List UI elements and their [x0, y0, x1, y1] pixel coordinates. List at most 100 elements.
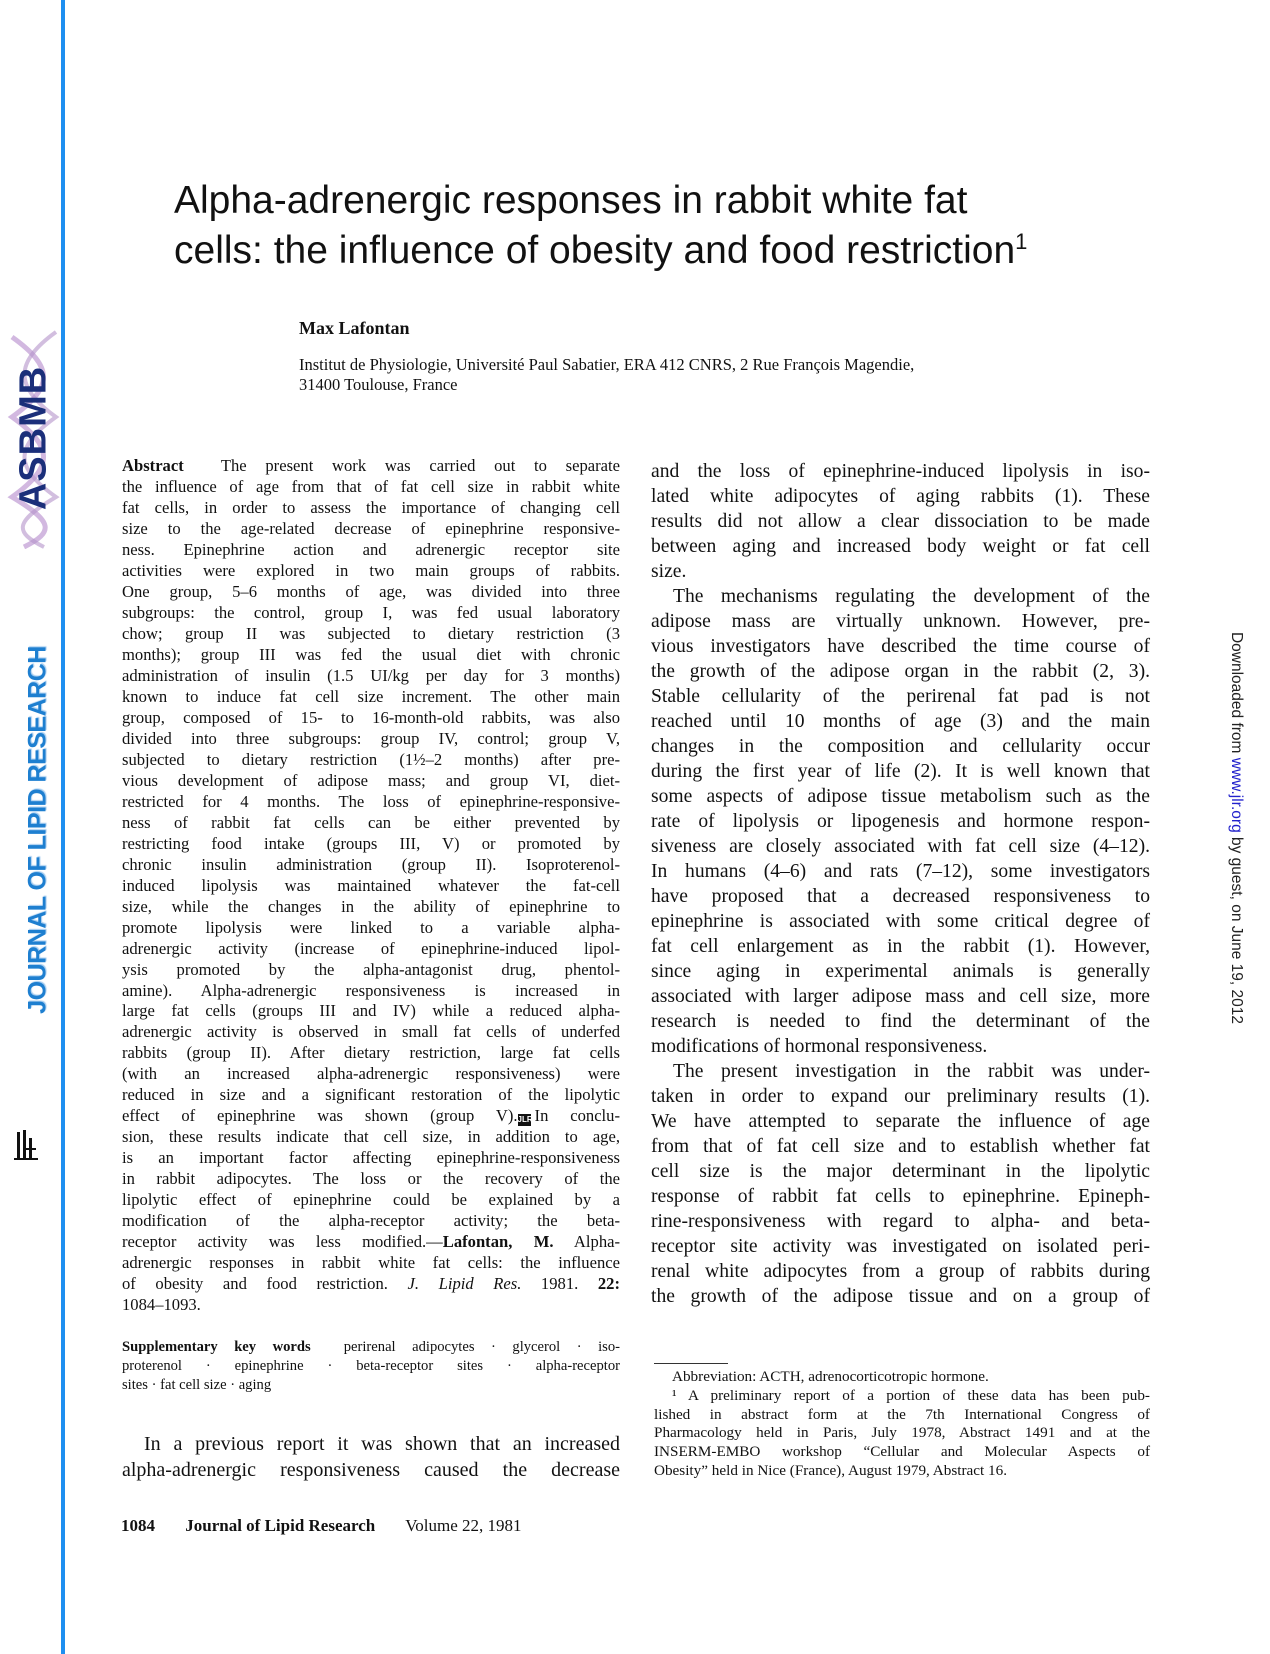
- jlr-mini-logo-icon: JLR: [517, 1114, 533, 1127]
- text-line: fat cell enlargement as in the rabbit (1…: [651, 936, 1150, 957]
- text-segment: In conclu-: [534, 1106, 620, 1126]
- text-line: adipose mass are virtually unknown. Howe…: [651, 611, 1150, 632]
- text-line: 1084–1093.: [122, 1295, 201, 1315]
- text-line: vious development of adipose mass; and g…: [122, 770, 620, 790]
- text-line: ness of rabbit fat cells can be either p…: [122, 812, 620, 832]
- text-line: the growth of the adipose organ in the r…: [651, 661, 1150, 682]
- text-line: sites · fat cell size · aging: [122, 1377, 272, 1393]
- text-line: adrenergic activity (increase of epineph…: [122, 938, 620, 958]
- volume-year: Volume 22, 1981: [405, 1516, 522, 1535]
- title-line-1: Alpha-adrenergic responses in rabbit whi…: [174, 179, 968, 222]
- text-line: lated white adipocytes of aging rabbits …: [651, 486, 1150, 507]
- bold-text: Abstract: [122, 456, 184, 475]
- text-line: Obesity” held in Nice (France), August 1…: [654, 1462, 1008, 1479]
- text-line: response of rabbit fat cells to epinephr…: [651, 1186, 1150, 1207]
- text-line: Supplementary key words perirenal adipoc…: [122, 1338, 620, 1357]
- text-line: induced lipolysis was maintained whateve…: [122, 875, 620, 895]
- text-line: adrenergic responses in rabbit white fat…: [122, 1253, 620, 1273]
- text-line: One group, 5–6 months of age, was divide…: [122, 581, 620, 601]
- text-segment: receptor activity was less modified.—: [122, 1232, 443, 1252]
- text-line: taken in order to expand our preliminary…: [651, 1086, 1150, 1107]
- jlr-logo-icon: [14, 1130, 38, 1160]
- text-segment: 1981.: [521, 1274, 598, 1294]
- journal-name: Journal of Lipid Research: [185, 1516, 376, 1535]
- text-line: ysis promoted by the alpha-antagonist dr…: [122, 959, 620, 979]
- text-line: of obesity and food restriction. J. Lipi…: [122, 1274, 620, 1295]
- text-line: chronic insulin administration (group II…: [122, 854, 620, 874]
- affiliation-line-1: Institut de Physiologie, Université Paul…: [299, 355, 915, 374]
- bold-text: 22:: [597, 1274, 620, 1294]
- download-suffix: by guest, on June 19, 2012: [1228, 832, 1245, 1025]
- text-line: and the loss of epinephrine-induced lipo…: [651, 461, 1150, 482]
- text-line: subgroups: the control, group I, was fed…: [122, 602, 620, 622]
- download-note: Downloaded from www.jlr.org by guest, on…: [1227, 632, 1245, 1024]
- text-line: lished in abstract form at the 7th Inter…: [654, 1405, 1150, 1423]
- dna-helix-icon: [7, 330, 60, 549]
- text-line: from that of fat cell size and to establ…: [651, 1136, 1150, 1157]
- text-line: rine-responsiveness with regard to alpha…: [651, 1211, 1150, 1232]
- text-line: promote lipolysis were linked to a varia…: [122, 917, 620, 937]
- text-line: INSERM-EMBO workshop “Cellular and Molec…: [654, 1443, 1150, 1461]
- footnote-divider: [654, 1363, 728, 1364]
- text-segment: effect of epinephrine was shown (group V…: [122, 1106, 518, 1126]
- text-line: Abbreviation: ACTH, adrenocorticotropic …: [672, 1368, 989, 1385]
- text-line: The mechanisms regulating the developmen…: [673, 586, 1150, 607]
- title-line-2: cells: the influence of obesity and food…: [174, 226, 1027, 276]
- text-line: receptor site activity was investigated …: [651, 1236, 1150, 1257]
- author-name: Max Lafontan: [299, 318, 410, 338]
- text-line: research is needed to find the determina…: [651, 1011, 1150, 1032]
- text-line: renal white adipocytes from a group of r…: [651, 1261, 1150, 1282]
- text-line: the influence of age from that of fat ce…: [122, 476, 620, 496]
- affiliation-line-2: 31400 Toulouse, France: [299, 374, 458, 394]
- affiliation: Institut de Physiologie, Université Paul…: [299, 355, 914, 394]
- text-line: epinephrine is associated with some crit…: [651, 911, 1150, 932]
- page-footer: 1084 Journal of Lipid Research Volume 22…: [121, 1516, 548, 1536]
- text-line: size to the age-related decrease of epin…: [122, 518, 620, 538]
- text-line: months); group III was fed the usual die…: [122, 644, 620, 664]
- text-line: restricted for 4 months. The loss of epi…: [122, 791, 620, 811]
- text-line: Abstract The present work was carried ou…: [122, 456, 620, 477]
- journal-name-vertical: JOURNAL OF LIPID RESEARCH: [23, 646, 52, 1014]
- text-line: lipolytic effect of epinephrine could be…: [122, 1190, 620, 1210]
- text-line: effect of epinephrine was shown (group V…: [122, 1106, 620, 1127]
- title-footnote-mark[interactable]: 1: [1015, 229, 1028, 254]
- text-line: (with an increased alpha-adrenergic resp…: [122, 1064, 620, 1084]
- text-line: changes in the composition and cellulari…: [651, 736, 1150, 757]
- jlr-website-link[interactable]: www.jlr.org: [1228, 757, 1245, 833]
- title-line-2-text: cells: the influence of obesity and food…: [174, 229, 1016, 272]
- text-line: size, while the changes in the ability o…: [122, 896, 620, 916]
- text-line: Pharmacology held in Paris, July 1978, A…: [654, 1424, 1150, 1442]
- text-line: adrenergic activity is observed in small…: [122, 1022, 620, 1042]
- text-line: In humans (4–6) and rats (7–12), some in…: [651, 861, 1150, 882]
- italic-text: J. Lipid Res.: [407, 1274, 522, 1294]
- text-line: since aging in experimental animals is g…: [651, 961, 1150, 982]
- text-line: group, composed of 15- to 16-month-old r…: [122, 707, 620, 727]
- text-line: vious investigators have described the t…: [651, 636, 1150, 657]
- bold-text: Supplementary key words: [122, 1339, 311, 1355]
- text-line: rate of lipolysis or lipogenesis and hor…: [651, 811, 1150, 832]
- text-line: Stable cellularity of the perirenal fat …: [651, 686, 1150, 707]
- text-line: siveness are closely associated with fat…: [651, 836, 1150, 857]
- text-line: chow; group II was subjected to dietary …: [122, 623, 620, 643]
- text-line: cell size is the major determinant in th…: [651, 1161, 1150, 1182]
- text-line: is an important factor affecting epineph…: [122, 1148, 620, 1168]
- text-line: reached until 10 months of age (3) and t…: [651, 711, 1150, 732]
- text-line: modifications of hormonal responsiveness…: [651, 1036, 988, 1057]
- text-segment: of obesity and food restriction.: [122, 1274, 408, 1294]
- text-line: receptor activity was less modified.—Laf…: [122, 1232, 620, 1253]
- bold-text: Lafontan, M.: [442, 1232, 554, 1252]
- text-line: between aging and increased body weight …: [651, 536, 1150, 557]
- text-line: restricting food intake (groups III, V) …: [122, 833, 620, 853]
- text-line: fat cells, in order to assess the import…: [122, 497, 620, 517]
- page-number: 1084: [121, 1516, 155, 1535]
- text-line: ness. Epinephrine action and adrenergic …: [122, 539, 620, 559]
- asbmb-logo-text: ASBMB: [12, 365, 55, 511]
- text-line: in rabbit adipocytes. The loss or the re…: [122, 1169, 620, 1189]
- text-line: modification of the alpha-receptor activ…: [122, 1211, 620, 1231]
- text-line: administration of insulin (1.5 UI/kg per…: [122, 665, 620, 685]
- text-line: The present investigation in the rabbit …: [673, 1061, 1150, 1082]
- text-line: alpha-adrenergic responsiveness caused t…: [122, 1458, 620, 1481]
- asbmb-logo: ASBMB: [4, 327, 64, 549]
- text-line: amine). Alpha-adrenergic responsiveness …: [122, 980, 620, 1000]
- text-line: known to induce fat cell size increment.…: [122, 686, 620, 706]
